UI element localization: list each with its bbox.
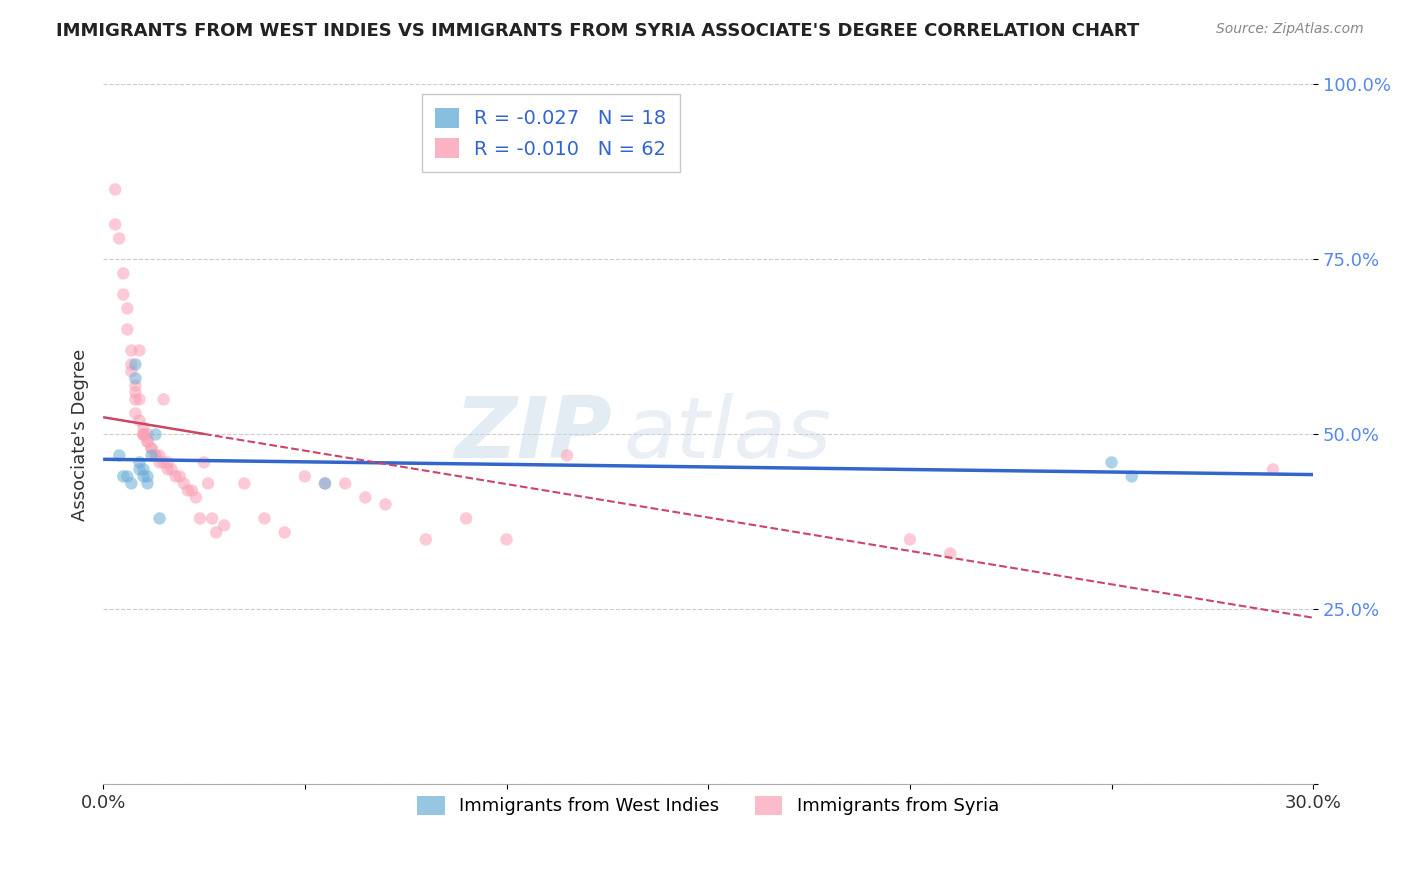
- Point: [173, 476, 195, 491]
- Point: [149, 511, 172, 525]
- Point: [132, 427, 155, 442]
- Point: [141, 442, 163, 456]
- Point: [354, 491, 377, 505]
- Point: [136, 476, 159, 491]
- Point: [1101, 455, 1123, 469]
- Point: [112, 469, 135, 483]
- Point: [117, 469, 139, 483]
- Point: [169, 469, 191, 483]
- Point: [136, 434, 159, 449]
- Point: [898, 533, 921, 547]
- Point: [132, 427, 155, 442]
- Point: [108, 231, 131, 245]
- Point: [233, 476, 256, 491]
- Point: [294, 469, 316, 483]
- Point: [314, 476, 336, 491]
- Point: [149, 455, 172, 469]
- Point: [104, 182, 127, 196]
- Point: [314, 476, 336, 491]
- Point: [145, 449, 167, 463]
- Point: [124, 371, 146, 385]
- Point: [193, 455, 215, 469]
- Point: [333, 476, 356, 491]
- Text: IMMIGRANTS FROM WEST INDIES VS IMMIGRANTS FROM SYRIA ASSOCIATE'S DEGREE CORRELAT: IMMIGRANTS FROM WEST INDIES VS IMMIGRANT…: [56, 22, 1139, 40]
- Point: [124, 385, 146, 400]
- Point: [132, 420, 155, 434]
- Point: [128, 462, 150, 476]
- Point: [156, 462, 179, 476]
- Point: [165, 469, 187, 483]
- Point: [273, 525, 295, 540]
- Point: [132, 427, 155, 442]
- Point: [128, 455, 150, 469]
- Point: [197, 476, 219, 491]
- Point: [136, 427, 159, 442]
- Point: [120, 343, 142, 358]
- Point: [555, 449, 578, 463]
- Point: [141, 442, 163, 456]
- Point: [152, 455, 174, 469]
- Point: [156, 455, 179, 469]
- Legend: Immigrants from West Indies, Immigrants from Syria: Immigrants from West Indies, Immigrants …: [408, 787, 1008, 824]
- Point: [112, 287, 135, 301]
- Point: [120, 364, 142, 378]
- Point: [205, 525, 228, 540]
- Point: [112, 267, 135, 281]
- Point: [132, 462, 155, 476]
- Point: [128, 413, 150, 427]
- Point: [184, 491, 207, 505]
- Point: [939, 546, 962, 560]
- Point: [120, 476, 142, 491]
- Point: [124, 392, 146, 407]
- Point: [128, 392, 150, 407]
- Point: [374, 498, 396, 512]
- Point: [495, 533, 517, 547]
- Point: [117, 301, 139, 316]
- Text: Source: ZipAtlas.com: Source: ZipAtlas.com: [1216, 22, 1364, 37]
- Text: atlas: atlas: [623, 393, 831, 476]
- Point: [108, 449, 131, 463]
- Point: [253, 511, 276, 525]
- Y-axis label: Associate's Degree: Associate's Degree: [72, 348, 89, 521]
- Point: [136, 469, 159, 483]
- Point: [201, 511, 224, 525]
- Point: [124, 358, 146, 372]
- Point: [1121, 469, 1143, 483]
- Point: [456, 511, 478, 525]
- Point: [141, 449, 163, 463]
- Text: ZIP: ZIP: [454, 393, 612, 476]
- Point: [177, 483, 200, 498]
- Point: [120, 358, 142, 372]
- Point: [104, 218, 127, 232]
- Point: [152, 392, 174, 407]
- Point: [124, 378, 146, 392]
- Point: [188, 511, 211, 525]
- Point: [149, 449, 172, 463]
- Point: [180, 483, 202, 498]
- Point: [128, 343, 150, 358]
- Point: [415, 533, 437, 547]
- Point: [1261, 462, 1284, 476]
- Point: [136, 434, 159, 449]
- Point: [132, 469, 155, 483]
- Point: [124, 406, 146, 420]
- Point: [145, 449, 167, 463]
- Point: [117, 322, 139, 336]
- Point: [212, 518, 235, 533]
- Point: [145, 427, 167, 442]
- Point: [160, 462, 183, 476]
